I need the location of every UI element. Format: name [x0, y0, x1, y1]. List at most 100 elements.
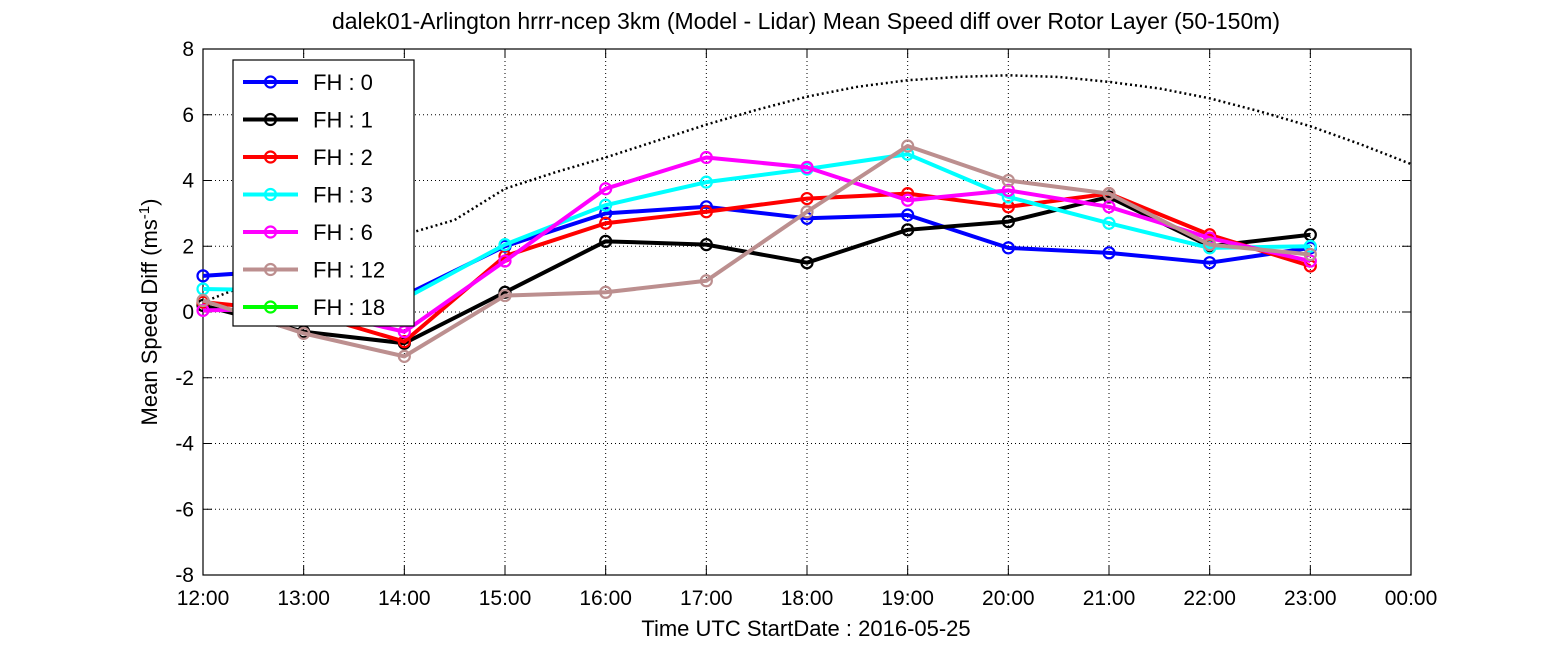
data-point	[196, 303, 210, 317]
data-point	[196, 293, 210, 308]
y-tick-label: 2	[182, 235, 194, 258]
data-point	[196, 269, 210, 283]
x-tick-label: 15:00	[479, 587, 532, 610]
legend-swatch-marker	[263, 75, 278, 89]
data-point	[599, 216, 613, 230]
data-point	[1001, 241, 1015, 255]
x-tick-label: 16:00	[579, 587, 632, 610]
x-tick-label: 23:00	[1284, 587, 1337, 610]
series-line	[202, 143, 1311, 359]
y-axis-label: Mean Speed Diff (ms-1)	[136, 199, 162, 426]
y-tick-labels: -8 -6 -4 -2 0 2 4 6 8	[175, 38, 194, 587]
chart-title: dalek01-Arlington hrrr-ncep 3km (Model -…	[332, 8, 1280, 34]
x-tick-label: 17:00	[680, 587, 733, 610]
x-tick-label: 18:00	[781, 587, 834, 610]
data-point	[699, 238, 713, 252]
data-point	[901, 193, 915, 207]
data-point	[397, 334, 411, 349]
legend-entry: FH : 3	[243, 183, 373, 208]
y-tick-label: -6	[175, 498, 194, 521]
data-point	[901, 223, 915, 237]
data-point	[800, 205, 814, 219]
x-tick-label: 13:00	[277, 587, 330, 610]
data-point	[1102, 216, 1116, 230]
series-line	[202, 194, 1311, 346]
legend-label: FH : 1	[313, 108, 373, 133]
data-point	[901, 147, 915, 161]
legend-label: FH : 6	[313, 220, 373, 245]
legend-swatch-marker	[263, 150, 278, 164]
data-point	[1102, 187, 1116, 201]
data-point	[498, 254, 512, 268]
data-point	[599, 234, 613, 248]
y-tick-label: -8	[175, 564, 194, 587]
data-point	[1001, 214, 1015, 229]
y-tick-label: -4	[175, 433, 194, 456]
y-tick-label: 6	[182, 104, 194, 127]
data-point	[1001, 183, 1015, 197]
legend-swatch-marker	[263, 300, 278, 314]
legend-entry: FH : 6	[243, 220, 373, 245]
data-point	[1303, 247, 1317, 262]
legend-swatch-marker	[263, 112, 278, 127]
y-tick-label: 4	[182, 170, 194, 193]
legend-swatch-marker	[263, 262, 278, 277]
legend-entry: FH : 1	[243, 108, 373, 133]
x-tick-label: 14:00	[378, 587, 431, 610]
legend: FH : 0 FH : 1 FH : 2 FH : 3 FH : 6 FH : 12 FH …	[232, 59, 415, 327]
data-point	[1303, 239, 1317, 253]
x-tick-label: 00:00	[1385, 587, 1438, 610]
x-tick-label: 19:00	[881, 587, 934, 610]
legend-entry: FH : 2	[243, 145, 373, 170]
reference-curve-line	[202, 74, 1412, 304]
legend-label: FH : 0	[313, 70, 373, 95]
data-point	[699, 150, 713, 165]
legend-swatch-marker	[263, 187, 278, 202]
data-point	[498, 288, 512, 303]
data-point	[599, 285, 613, 299]
legend-entry: FH : 12	[243, 258, 385, 283]
data-point	[800, 256, 814, 270]
y-tick-label: -2	[175, 367, 194, 390]
legend-entry: FH : 18	[243, 295, 385, 320]
data-point	[699, 274, 713, 288]
data-point	[1001, 200, 1015, 214]
x-tick-labels: 12:00 13:00 14:00 15:00 16:00 17:00 18:00 19:00…	[177, 587, 1438, 610]
data-point	[1102, 200, 1116, 214]
legend-label: FH : 18	[313, 295, 385, 320]
legend-label: FH : 2	[313, 145, 373, 170]
grid-lines	[203, 49, 1411, 575]
data-point	[498, 238, 512, 252]
y-tick-label: 0	[182, 301, 194, 324]
data-point	[901, 208, 915, 222]
legend-label: FH : 3	[313, 183, 373, 208]
legend-entry: FH : 0	[243, 70, 373, 95]
data-point	[901, 139, 915, 153]
data-point	[699, 205, 713, 219]
x-tick-label: 21:00	[1083, 587, 1136, 610]
series-5	[196, 139, 1317, 363]
data-point	[1303, 254, 1317, 268]
legend-swatch-marker	[263, 225, 278, 239]
x-tick-label: 22:00	[1183, 587, 1236, 610]
y-tick-label: 8	[182, 38, 194, 61]
data-point	[599, 198, 613, 212]
series-line	[202, 155, 1311, 334]
x-tick-label: 20:00	[982, 587, 1035, 610]
data-point	[800, 191, 814, 206]
data-point	[1203, 256, 1217, 270]
data-point	[397, 349, 411, 363]
data-point	[599, 182, 613, 196]
data-point	[297, 326, 311, 340]
data-point	[800, 160, 814, 174]
data-point	[1001, 173, 1015, 188]
data-point	[599, 206, 613, 220]
data-point	[1102, 246, 1116, 260]
data-point	[1203, 238, 1217, 252]
x-axis-label: Time UTC StartDate : 2016-05-25	[641, 616, 970, 641]
series-layer	[196, 139, 1317, 363]
x-tick-label: 12:00	[177, 587, 230, 610]
data-point	[699, 175, 713, 189]
legend-label: FH : 12	[313, 258, 385, 283]
